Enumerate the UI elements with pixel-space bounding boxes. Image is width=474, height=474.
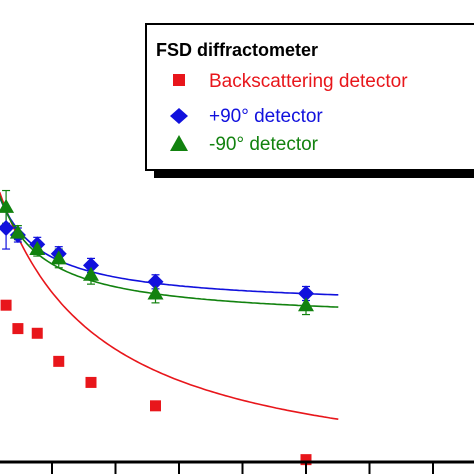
data-point-backscattering-detector (0, 299, 12, 311)
legend-label-minus90: -90° detector (209, 134, 319, 155)
fit-curves (0, 191, 339, 420)
data-point-90-detector (147, 285, 164, 300)
legend-marker-plus90 (170, 108, 188, 124)
legend-box (145, 23, 474, 171)
data-point-backscattering-detector (85, 376, 97, 388)
legend-marker-minus90 (170, 135, 188, 151)
data-point-backscattering-detector (300, 454, 312, 466)
data-point-90-detector (83, 257, 99, 274)
data-point-90-detector (83, 266, 99, 281)
fit-curve-backscattering-detector (0, 191, 339, 420)
data-point-90-detector (0, 198, 15, 213)
fit-curve-90-detector (0, 196, 339, 296)
x-axis-ticks (51, 462, 434, 474)
data-point-90-detector (9, 224, 26, 239)
data-point-90-detector (298, 285, 314, 302)
data-point-90-detector (147, 273, 164, 290)
legend: FSD diffractometer Backscattering detect… (145, 23, 474, 178)
data-point-90-detector (29, 241, 46, 256)
data-point-90-detector (50, 250, 67, 265)
data-point-backscattering-detector (12, 323, 24, 335)
data-point-backscattering-detector (53, 355, 65, 367)
legend-title: FSD diffractometer (156, 40, 318, 60)
data-markers (0, 198, 314, 466)
data-point-90-detector (298, 297, 314, 312)
legend-label-backscattering: Backscattering detector (209, 71, 408, 92)
fit-curve-90-detector (0, 195, 339, 308)
legend-marker-backscattering (173, 74, 185, 86)
data-point-backscattering-detector (150, 400, 161, 412)
legend-label-plus90: +90° detector (209, 106, 323, 127)
data-point-90-detector (0, 219, 15, 236)
data-point-backscattering-detector (31, 327, 43, 339)
axes (0, 460, 474, 474)
